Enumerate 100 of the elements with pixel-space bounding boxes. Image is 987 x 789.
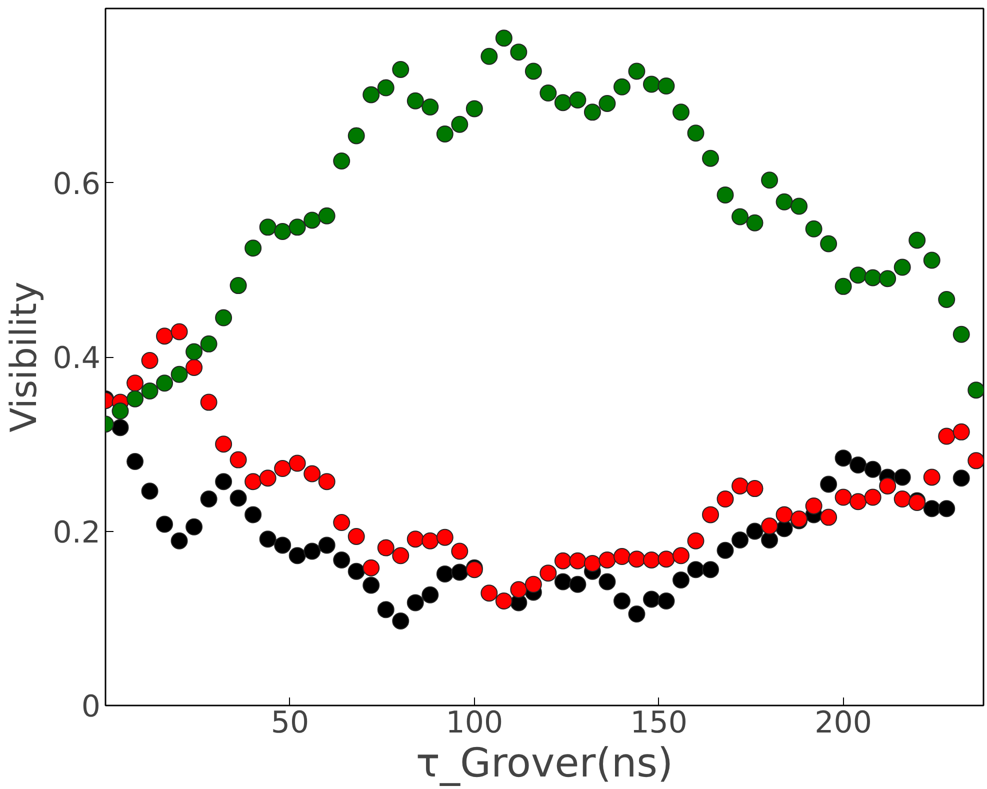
point bbox=[259, 470, 276, 487]
point bbox=[186, 358, 203, 376]
point bbox=[392, 547, 410, 564]
point bbox=[156, 374, 174, 392]
point bbox=[834, 278, 852, 295]
point bbox=[318, 473, 336, 490]
point bbox=[288, 454, 306, 472]
point bbox=[436, 125, 454, 142]
point bbox=[746, 522, 764, 540]
point bbox=[642, 590, 660, 608]
point bbox=[850, 266, 867, 284]
point bbox=[126, 390, 144, 408]
point bbox=[658, 78, 675, 95]
point bbox=[215, 309, 232, 326]
y-tick-label: 0.4 bbox=[52, 341, 101, 376]
point bbox=[628, 550, 646, 568]
y-axis-title: Visibility bbox=[4, 282, 45, 432]
point bbox=[687, 532, 704, 550]
point bbox=[923, 252, 940, 269]
point bbox=[170, 366, 188, 383]
point bbox=[244, 473, 262, 490]
point bbox=[952, 326, 970, 343]
point bbox=[687, 124, 704, 142]
point bbox=[377, 601, 394, 618]
point bbox=[170, 323, 188, 340]
point bbox=[288, 547, 306, 564]
point bbox=[820, 235, 838, 252]
point bbox=[422, 98, 439, 116]
point bbox=[540, 84, 557, 102]
point bbox=[584, 555, 601, 572]
point bbox=[392, 612, 410, 630]
point bbox=[348, 562, 365, 580]
point bbox=[569, 552, 586, 570]
point bbox=[554, 94, 572, 112]
point bbox=[200, 335, 218, 352]
point bbox=[672, 547, 690, 564]
point bbox=[850, 456, 867, 474]
point bbox=[377, 539, 394, 556]
point bbox=[215, 473, 232, 490]
point bbox=[304, 542, 321, 560]
point bbox=[952, 423, 970, 440]
point bbox=[126, 453, 144, 470]
point bbox=[938, 291, 956, 308]
point bbox=[628, 606, 646, 623]
point bbox=[746, 214, 764, 232]
point bbox=[554, 552, 572, 570]
point bbox=[761, 172, 778, 189]
point bbox=[406, 92, 424, 110]
point bbox=[894, 490, 911, 508]
point bbox=[938, 500, 956, 518]
point bbox=[687, 561, 704, 578]
point bbox=[362, 576, 380, 594]
point bbox=[554, 573, 572, 590]
point bbox=[598, 94, 616, 112]
point bbox=[524, 576, 542, 593]
point bbox=[362, 559, 380, 576]
point bbox=[436, 528, 454, 546]
point bbox=[215, 436, 232, 453]
point bbox=[406, 594, 424, 612]
point bbox=[702, 150, 720, 167]
point bbox=[776, 506, 793, 524]
point bbox=[879, 477, 896, 494]
point bbox=[540, 564, 557, 582]
point bbox=[894, 258, 911, 276]
point bbox=[230, 490, 247, 507]
point bbox=[141, 352, 158, 369]
point bbox=[362, 86, 380, 104]
y-tick-label: 0.6 bbox=[52, 166, 101, 202]
point bbox=[156, 516, 174, 533]
y-tick-label: 0.2 bbox=[52, 515, 101, 550]
point bbox=[820, 476, 838, 493]
y-tick-label: 0 bbox=[81, 690, 101, 724]
point bbox=[776, 193, 793, 210]
point bbox=[170, 532, 188, 550]
point bbox=[333, 152, 350, 170]
point bbox=[377, 79, 394, 96]
point bbox=[613, 78, 630, 96]
point bbox=[126, 374, 144, 392]
point bbox=[732, 477, 749, 494]
point bbox=[672, 104, 690, 121]
point bbox=[968, 382, 984, 399]
point bbox=[333, 514, 350, 532]
x-tick-label: 100 bbox=[446, 706, 504, 740]
point bbox=[879, 270, 896, 288]
point bbox=[938, 428, 956, 445]
point bbox=[348, 127, 365, 144]
point bbox=[968, 452, 984, 470]
point bbox=[112, 419, 129, 436]
point bbox=[732, 208, 749, 226]
point bbox=[746, 480, 764, 498]
point bbox=[451, 542, 468, 560]
point bbox=[894, 468, 911, 486]
point bbox=[466, 100, 483, 118]
point bbox=[613, 548, 630, 565]
point bbox=[628, 62, 646, 80]
point bbox=[333, 552, 350, 568]
point bbox=[348, 528, 365, 545]
point bbox=[436, 565, 454, 582]
point bbox=[569, 576, 586, 593]
point bbox=[716, 490, 734, 508]
